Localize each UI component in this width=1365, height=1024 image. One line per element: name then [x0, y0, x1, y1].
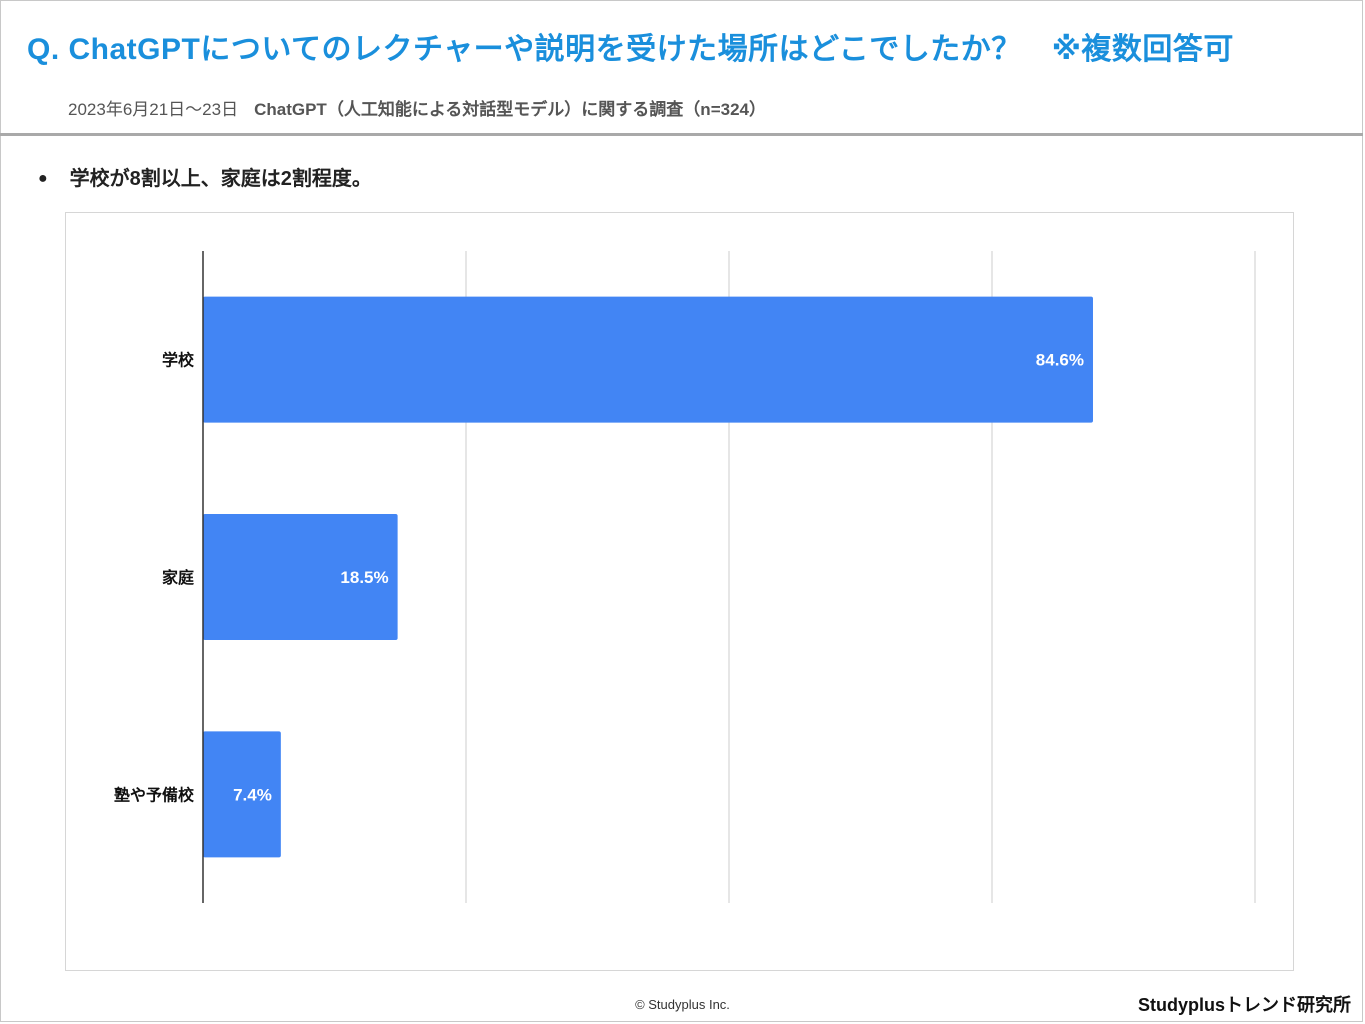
summary-text: 学校が8割以上、家庭は2割程度。 [69, 168, 372, 190]
chart-panel: 84.6% 学校 18.5% 家庭 7.4% 塾や予備校 [65, 212, 1294, 971]
survey-name: ChatGPT（人工知能による対話型モデル）に関する調査（n=324） [254, 100, 766, 119]
bar-1 [203, 296, 1093, 423]
header-divider [0, 133, 1363, 136]
bar-value-label-1: 84.6% [1036, 351, 1084, 370]
copyright-text: © Studyplus Inc. [635, 997, 730, 1012]
summary-line: ● 学校が8割以上、家庭は2割程度。 [38, 162, 372, 191]
survey-caption: 2023年6月21日～23日 ChatGPT（人工知能による対話型モデル）に関する… [68, 95, 766, 120]
page-title: Q. ChatGPTについてのレクチャーや説明を受けた場所はどこでしたか？ ※複数… [27, 24, 1234, 68]
survey-date: 2023年6月21日～23日 [68, 100, 239, 119]
title-note: ※複数回答可 [1051, 33, 1234, 66]
bar-value-label-2: 18.5% [340, 568, 388, 587]
category-label-3: 塾や予備校 [114, 785, 195, 804]
bullet-icon: ● [38, 170, 48, 187]
category-label-2: 家庭 [162, 568, 194, 587]
bar-3 [203, 731, 281, 858]
bar-2 [203, 514, 398, 640]
bar-chart: 84.6% 学校 18.5% 家庭 7.4% 塾や予備校 [114, 251, 1256, 903]
category-label-1: 学校 [162, 351, 195, 370]
brand-logo-text: Studyplusトレンド研究所 [1137, 995, 1351, 1015]
title-question: Q. ChatGPTについてのレクチャーや説明を受けた場所はどこでしたか？ [27, 33, 1022, 66]
bar-value-label-3: 7.4% [233, 785, 272, 804]
